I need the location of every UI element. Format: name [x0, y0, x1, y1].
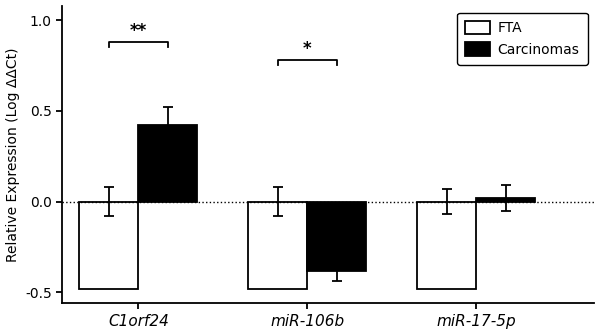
- Bar: [79, 202, 139, 289]
- Legend: FTA, Carcinomas: FTA, Carcinomas: [457, 12, 587, 65]
- Text: **: **: [130, 22, 147, 40]
- Text: *: *: [303, 40, 311, 58]
- Bar: [476, 198, 535, 202]
- Bar: [248, 202, 307, 289]
- Bar: [307, 202, 367, 271]
- Y-axis label: Relative Expression (Log ΔΔCt): Relative Expression (Log ΔΔCt): [5, 47, 20, 262]
- Bar: [417, 202, 476, 289]
- Bar: [139, 125, 197, 202]
